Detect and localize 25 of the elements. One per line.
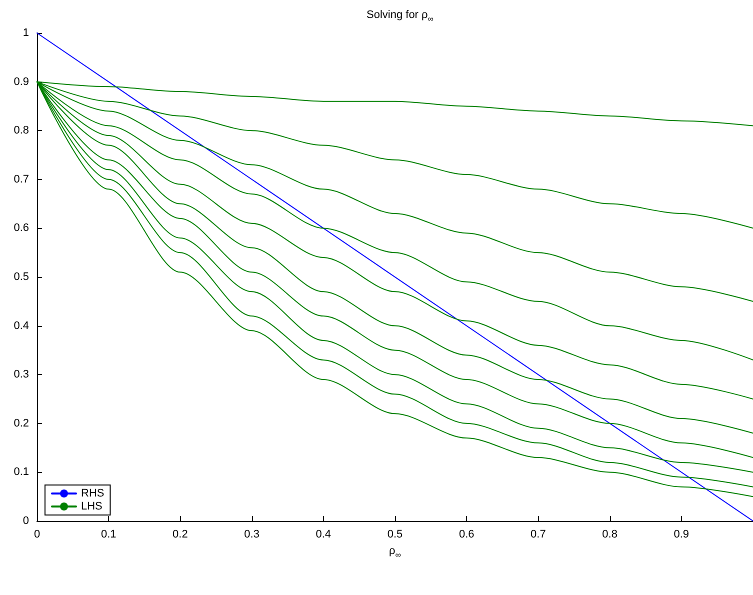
- y-tick-label: 0.3: [14, 368, 29, 381]
- y-tick-label: 0.7: [14, 173, 29, 186]
- y-tick-label: 0.2: [14, 417, 29, 430]
- x-tick-label: 0.7: [530, 528, 546, 540]
- legend-label: LHS: [81, 500, 102, 512]
- x-tick-label: 0.6: [458, 528, 474, 540]
- x-axis-title: ρ∞: [389, 545, 402, 560]
- chart-title: Solving for ρ∞: [366, 9, 434, 24]
- x-tick-label: 0.2: [172, 528, 188, 540]
- x-tick-label: 0: [34, 528, 40, 540]
- y-tick-label: 0.9: [14, 76, 29, 88]
- y-tick-label: 0.6: [14, 222, 29, 234]
- legend-label: RHS: [81, 488, 104, 500]
- x-tick-label: 0.8: [602, 528, 618, 540]
- y-tick-label: 0.5: [14, 271, 29, 283]
- x-tick-label: 0.3: [244, 528, 260, 540]
- y-tick-label: 1: [22, 27, 29, 39]
- x-tick-label: 0.9: [674, 528, 690, 540]
- y-tick-label: 0.4: [14, 320, 29, 332]
- x-tick-label: 0.1: [100, 528, 116, 540]
- y-tick-label: 0.1: [14, 466, 29, 478]
- x-tick-label: 0.4: [316, 528, 332, 540]
- y-tick-label: 0.8: [14, 124, 29, 137]
- y-tick-label: 0: [22, 515, 29, 527]
- x-tick-label: 0.5: [387, 528, 403, 540]
